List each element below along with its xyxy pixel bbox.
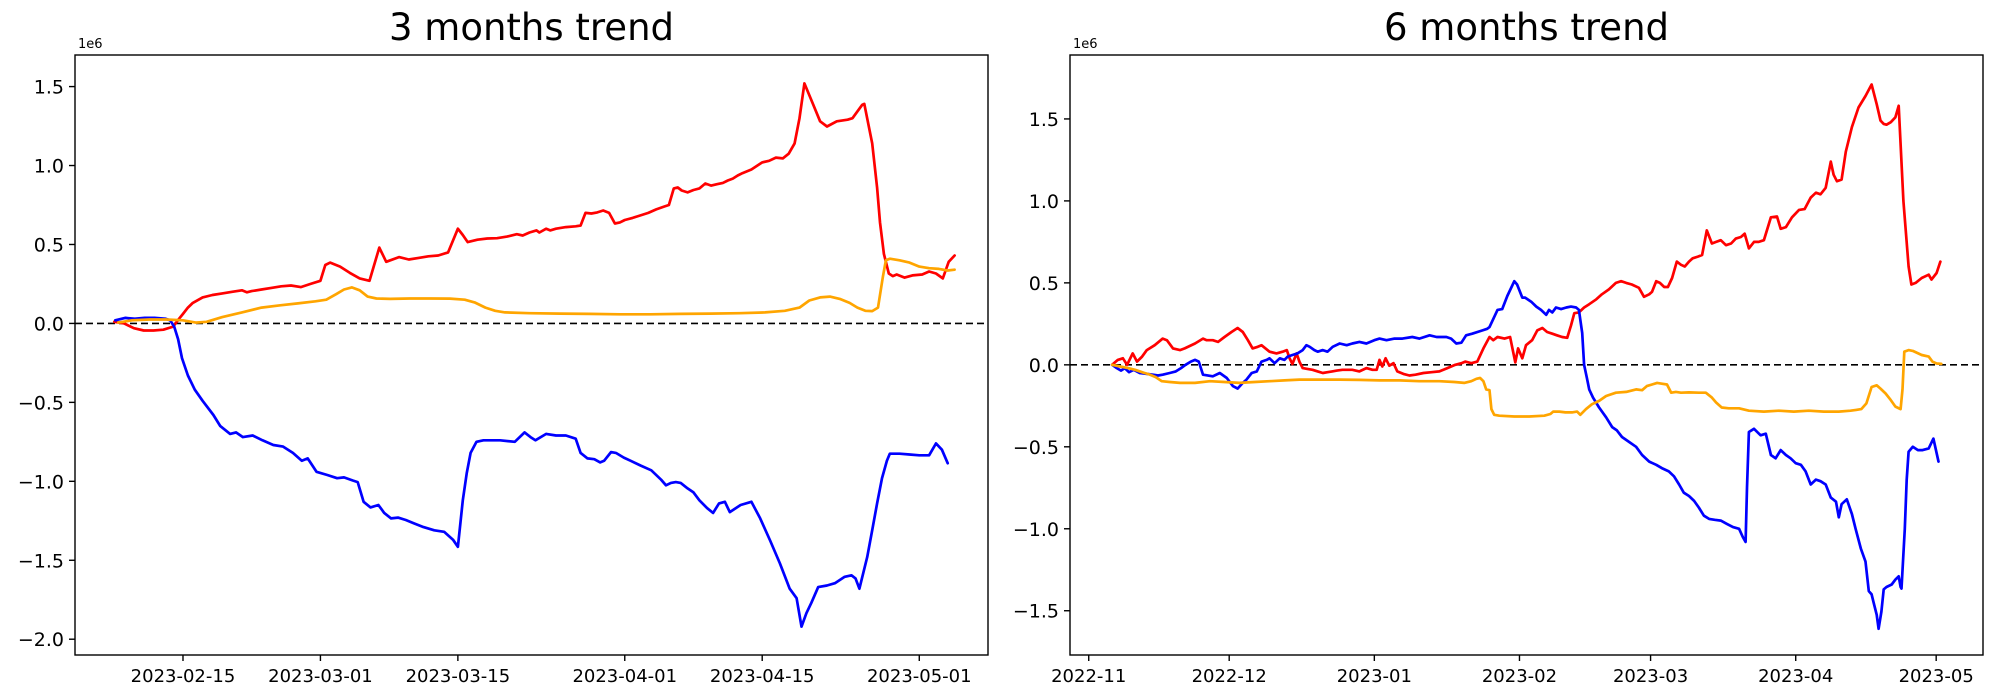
series-red-line <box>1110 83 1942 377</box>
chart-1: 1e6 1.5 1.0 0.5 0.0 −0.5 −1.0 −1.5 2022-11 2022-1… <box>1013 37 1984 687</box>
x-tick-label: 2023-03-15 <box>406 666 511 687</box>
y-tick-label: −0.5 <box>18 392 64 414</box>
axes-box <box>1069 54 1984 656</box>
y-tick-label: 1.0 <box>1029 191 1059 213</box>
y-tick-label: −1.5 <box>1013 601 1059 623</box>
x-tick-label: 2023-04-01 <box>572 666 677 687</box>
chart-title-3-months-trend: 3 months trend <box>388 6 675 49</box>
series-blue-line <box>1110 279 1940 631</box>
y-tick-label: −1.0 <box>18 471 64 493</box>
x-tick-label: 2023-03 <box>1613 666 1688 687</box>
y-tick-label: 0.0 <box>34 313 64 335</box>
series-orange-line <box>1110 348 1943 418</box>
y-tick-label: 1.0 <box>34 156 64 178</box>
axes-box <box>74 54 989 656</box>
x-tick-label: 2023-03-01 <box>268 666 373 687</box>
chart-0: 1e6 1.5 1.0 0.5 0.0 −0.5 −1.0 −1.5 −2.0 2023-02-1… <box>18 37 989 687</box>
x-tick-label: 2023-04-15 <box>710 666 815 687</box>
y-tick-label: −2.0 <box>18 629 64 651</box>
y-tick-label: 1.5 <box>34 77 64 99</box>
y-axis-offset-label: 1e6 <box>1073 37 1098 52</box>
y-tick-label: 1.5 <box>1029 109 1059 131</box>
series-red-line <box>112 82 956 332</box>
x-tick-label: 2023-02-15 <box>131 666 236 687</box>
x-tick-label: 2022-11 <box>1051 666 1126 687</box>
y-tick-label: 0.5 <box>34 234 64 256</box>
x-tick-label: 2023-01 <box>1337 666 1412 687</box>
x-tick-label: 2023-05-01 <box>867 666 972 687</box>
x-tick-label: 2023-02 <box>1482 666 1557 687</box>
series-orange-line <box>116 257 956 324</box>
series-blue-line <box>113 316 950 628</box>
y-tick-label: 0.5 <box>1029 273 1059 295</box>
y-tick-label: −1.5 <box>18 550 64 572</box>
x-tick-label: 2023-04 <box>1758 666 1833 687</box>
y-tick-label: −0.5 <box>1013 437 1059 459</box>
y-tick-label: −1.0 <box>1013 519 1059 541</box>
y-axis-offset-label: 1e6 <box>78 37 103 52</box>
x-tick-label: 2022-12 <box>1192 666 1267 687</box>
chart-title-6-months-trend: 6 months trend <box>1383 6 1670 49</box>
y-tick-label: 0.0 <box>1029 355 1059 377</box>
x-tick-label: 2023-05 <box>1899 666 1974 687</box>
